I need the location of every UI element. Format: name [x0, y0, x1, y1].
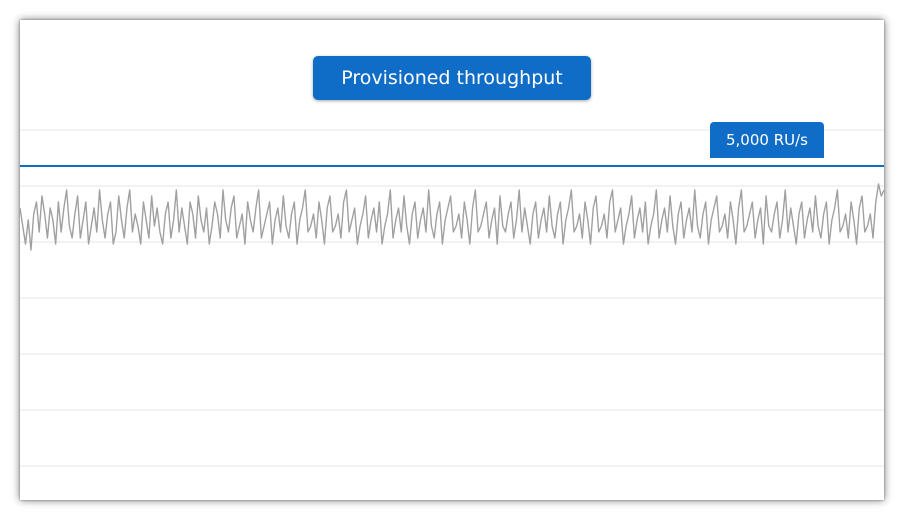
throughput-chart — [20, 129, 884, 467]
series-group — [20, 183, 884, 251]
series-line — [20, 183, 884, 251]
chart-title: Provisioned throughput — [313, 56, 591, 100]
chart-frame: Provisioned throughput 5,000 RU/s — [20, 20, 884, 500]
gridlines — [20, 129, 884, 467]
threshold-label: 5,000 RU/s — [710, 122, 824, 158]
